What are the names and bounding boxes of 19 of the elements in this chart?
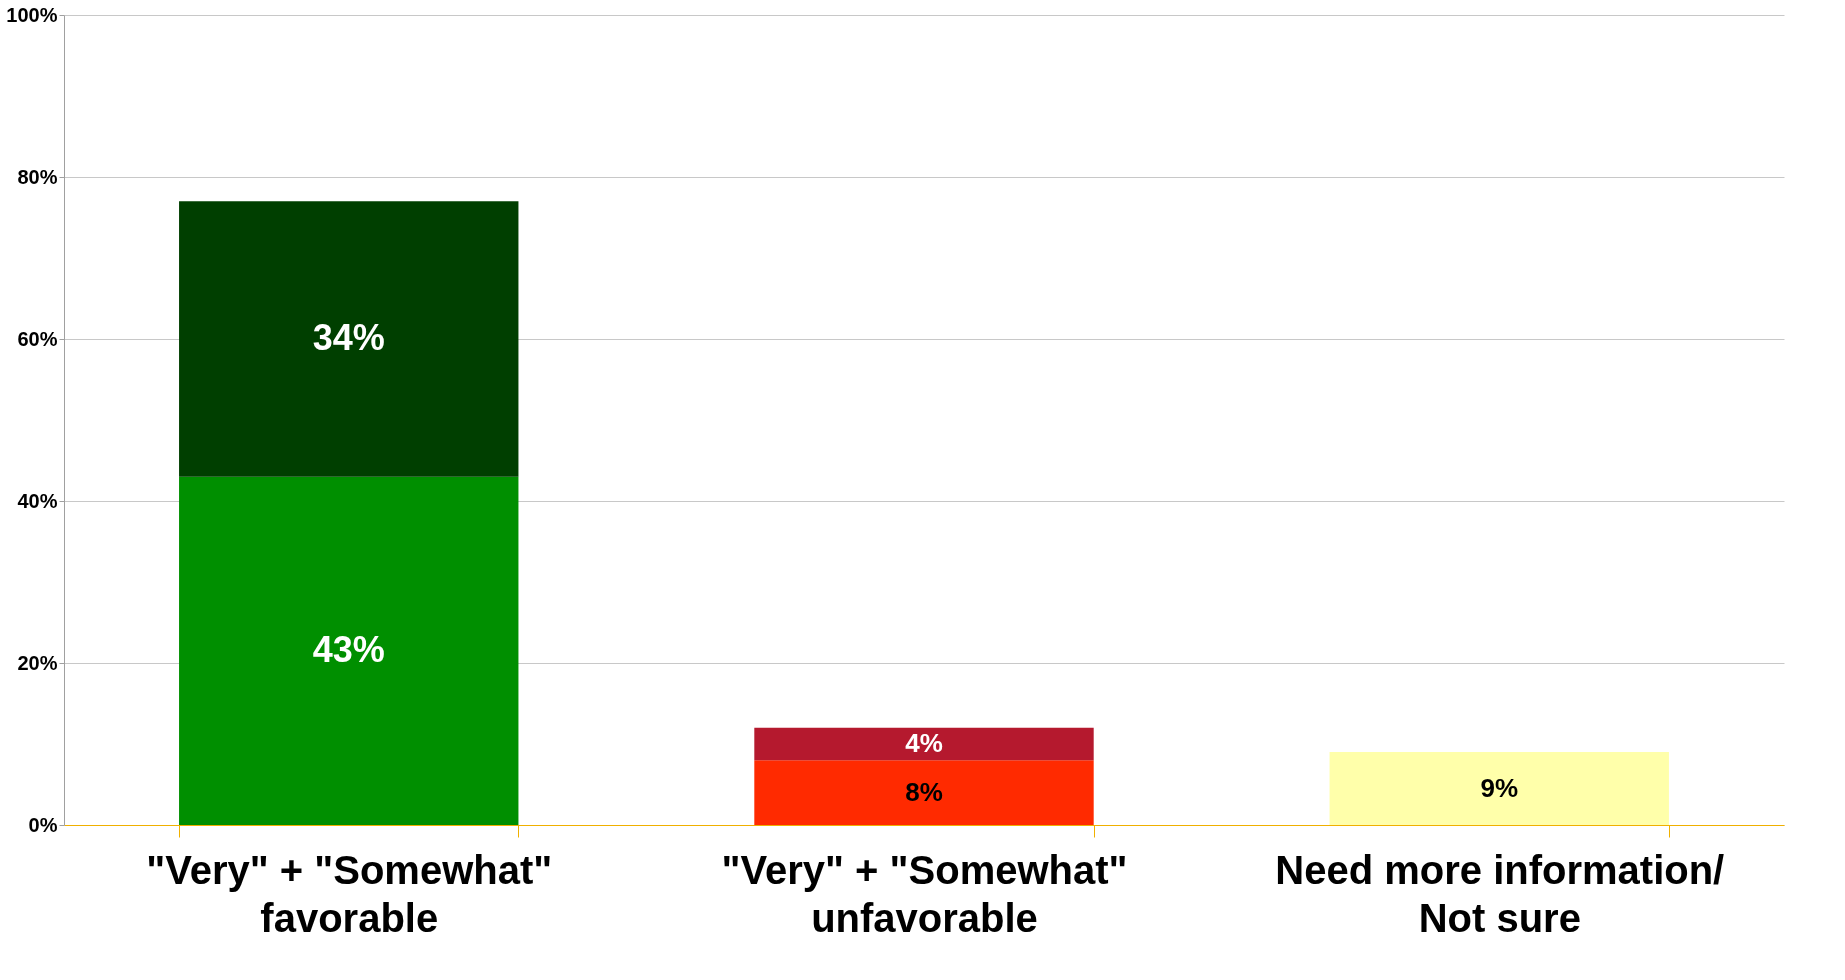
text: 4% (905, 728, 943, 758)
bar (1329, 752, 1669, 825)
bar (754, 760, 1094, 825)
y-tick-label: 60% (17, 327, 58, 350)
bar (179, 476, 519, 825)
text: 43% (312, 628, 385, 670)
y-tick-label: 40% (17, 489, 58, 512)
x-tick-label: "Very" + "Somewhat" unfavorable (721, 847, 1128, 940)
x-tick-label: Need more information/ Not sure (1275, 847, 1725, 940)
text: 8% (905, 776, 943, 807)
text: 34% (312, 317, 385, 358)
bar (754, 727, 1094, 761)
y-tick-label: 0% (28, 813, 58, 836)
y-tick-label: 100% (6, 3, 58, 26)
x-tick-label: "Very" + "Somewhat" favorable (146, 847, 553, 940)
y-tick-label: 20% (17, 651, 58, 674)
text: 9% (1480, 772, 1519, 803)
bar (179, 201, 519, 477)
y-tick-label: 80% (17, 165, 58, 188)
